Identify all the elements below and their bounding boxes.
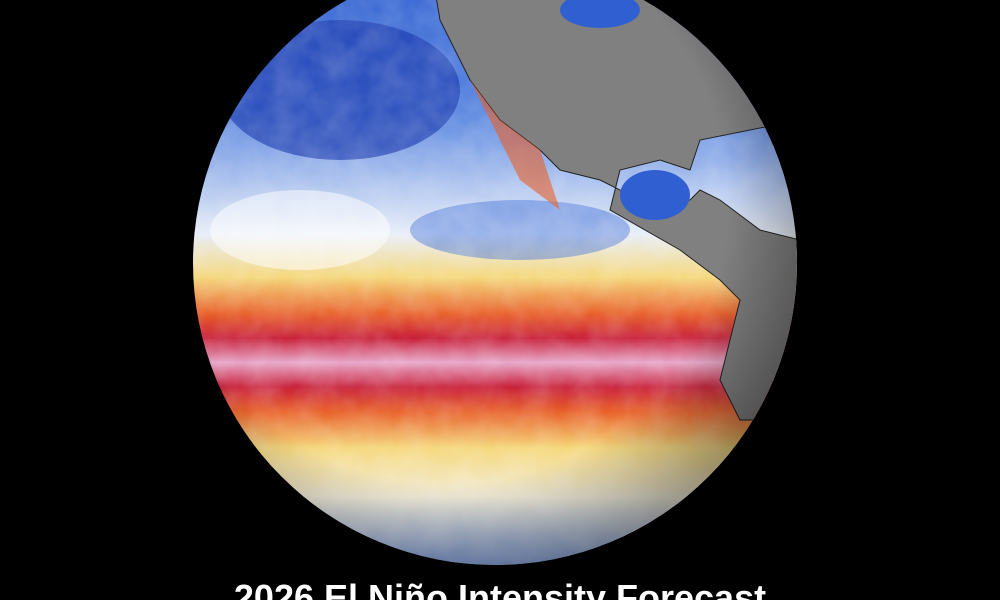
globe (193, 0, 797, 565)
title: 2026 El Niño Intensity Forecast (234, 577, 766, 600)
